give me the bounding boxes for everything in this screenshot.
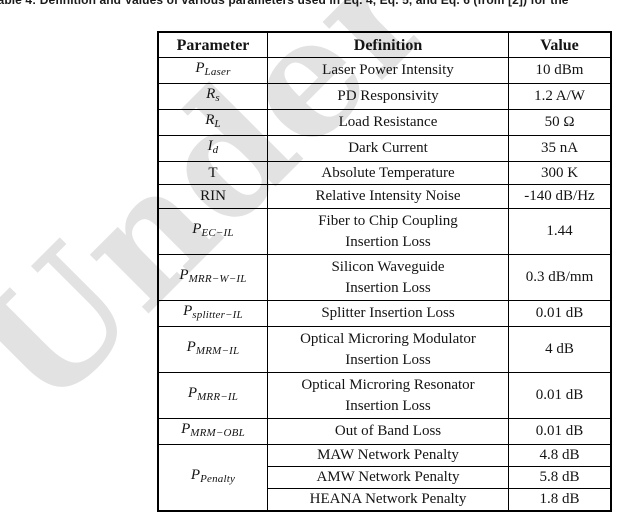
- definition-cell: Fiber to Chip Coupling Insertion Loss: [266, 208, 510, 255]
- param-cell: PMRR−IL: [157, 372, 268, 419]
- param-symbol: R: [205, 112, 215, 128]
- param-cell: RL: [157, 109, 268, 136]
- param-symbol: I: [207, 138, 213, 154]
- param-symbol: P: [181, 421, 191, 437]
- table-caption: Table 4: Definition and Values of variou…: [0, 0, 569, 7]
- param-subscript: EC−IL: [201, 227, 234, 239]
- param-cell: PMRR−W−IL: [157, 254, 268, 301]
- definition-cell: Silicon Waveguide Insertion Loss: [266, 254, 510, 301]
- value-cell: 4 dB: [508, 326, 612, 373]
- param-subscript: MRR−W−IL: [188, 273, 247, 285]
- param-cell: T: [157, 161, 268, 185]
- definition-cell: Load Resistance: [266, 109, 510, 136]
- table-row: RL Load Resistance 50 Ω: [157, 109, 612, 136]
- param-subscript: L: [214, 118, 221, 130]
- header-row: Parameter Definition Value: [157, 31, 612, 58]
- definition-cell: Optical Microring Resonator Insertion Lo…: [266, 372, 510, 419]
- col-header-value: Value: [508, 31, 612, 58]
- col-header-definition: Definition: [266, 31, 510, 58]
- param-cell: Id: [157, 135, 268, 162]
- param-subscript: MRR−IL: [197, 391, 239, 403]
- param-symbol: P: [186, 339, 196, 355]
- param-subscript: MRM−IL: [195, 345, 240, 357]
- param-cell: PMRM−OBL: [157, 418, 268, 445]
- param-symbol: P: [192, 221, 202, 237]
- table-row: RIN Relative Intensity Noise -140 dB/Hz: [157, 184, 612, 209]
- definition-cell: AMW Network Penalty: [266, 466, 510, 489]
- definition-cell: Optical Microring Modulator Insertion Lo…: [266, 326, 510, 373]
- param-subscript: splitter−IL: [192, 309, 243, 321]
- value-cell: 10 dBm: [508, 57, 612, 84]
- value-cell: 50 Ω: [508, 109, 612, 136]
- value-cell: 1.44: [508, 208, 612, 255]
- definition-cell: Laser Power Intensity: [266, 57, 510, 84]
- value-cell: 0.01 dB: [508, 300, 612, 327]
- table-row: PMRR−W−IL Silicon Waveguide Insertion Lo…: [157, 254, 612, 301]
- param-symbol: P: [183, 303, 193, 319]
- table-row: T Absolute Temperature 300 K: [157, 161, 612, 185]
- table-row: Rs PD Responsivity 1.2 A/W: [157, 83, 612, 110]
- table-row: PLaser Laser Power Intensity 10 dBm: [157, 57, 612, 84]
- param-symbol: P: [190, 467, 201, 483]
- definition-cell: HEANA Network Penalty: [266, 488, 510, 512]
- param-subscript: Laser: [204, 66, 231, 78]
- param-cell-penalty: PPenalty: [157, 444, 268, 512]
- value-cell: -140 dB/Hz: [508, 184, 612, 209]
- definition-cell: Splitter Insertion Loss: [266, 300, 510, 327]
- param-symbol: T: [208, 164, 218, 181]
- param-cell: Psplitter−IL: [157, 300, 268, 327]
- table-row: PEC−IL Fiber to Chip Coupling Insertion …: [157, 208, 612, 255]
- param-subscript: Penalty: [200, 473, 236, 485]
- parameters-table: Parameter Definition Value PLaser Laser …: [157, 31, 612, 512]
- definition-cell: Dark Current: [266, 135, 510, 162]
- param-cell: PMRM−IL: [157, 326, 268, 373]
- param-cell: Rs: [157, 83, 268, 110]
- param-symbol: RIN: [200, 188, 226, 204]
- value-cell: 1.8 dB: [508, 488, 612, 512]
- definition-cell: PD Responsivity: [266, 83, 510, 110]
- table-row: Psplitter−IL Splitter Insertion Loss 0.0…: [157, 300, 612, 327]
- value-cell: 300 K: [508, 161, 612, 185]
- value-cell: 0.01 dB: [508, 372, 612, 419]
- value-cell: 1.2 A/W: [508, 83, 612, 110]
- definition-cell: Out of Band Loss: [266, 418, 510, 445]
- param-symbol: R: [206, 86, 216, 102]
- value-cell: 4.8 dB: [508, 444, 612, 467]
- definition-cell: Absolute Temperature: [266, 161, 510, 185]
- table-row: Id Dark Current 35 nA: [157, 135, 612, 162]
- table-row: PMRM−IL Optical Microring Modulator Inse…: [157, 326, 612, 373]
- param-cell: RIN: [157, 184, 268, 209]
- param-cell: PEC−IL: [157, 208, 268, 255]
- table-row: PPenalty MAW Network Penalty 4.8 dB: [157, 444, 612, 512]
- value-cell: 5.8 dB: [508, 466, 612, 489]
- param-subscript: MRM−OBL: [190, 427, 245, 439]
- param-symbol: P: [179, 267, 189, 283]
- definition-cell: Relative Intensity Noise: [266, 184, 510, 209]
- table-row: PMRM−OBL Out of Band Loss 0.01 dB: [157, 418, 612, 445]
- param-subscript: d: [212, 144, 219, 156]
- param-cell: PLaser: [157, 57, 268, 84]
- col-header-parameter: Parameter: [157, 31, 268, 58]
- param-symbol: P: [187, 385, 198, 401]
- value-cell: 0.3 dB/mm: [508, 254, 612, 301]
- table-row: PMRR−IL Optical Microring Resonator Inse…: [157, 372, 612, 419]
- value-cell: 35 nA: [508, 135, 612, 162]
- value-cell: 0.01 dB: [508, 418, 612, 445]
- param-subscript: s: [215, 92, 220, 104]
- param-symbol: P: [195, 60, 205, 76]
- definition-cell: MAW Network Penalty: [266, 444, 510, 467]
